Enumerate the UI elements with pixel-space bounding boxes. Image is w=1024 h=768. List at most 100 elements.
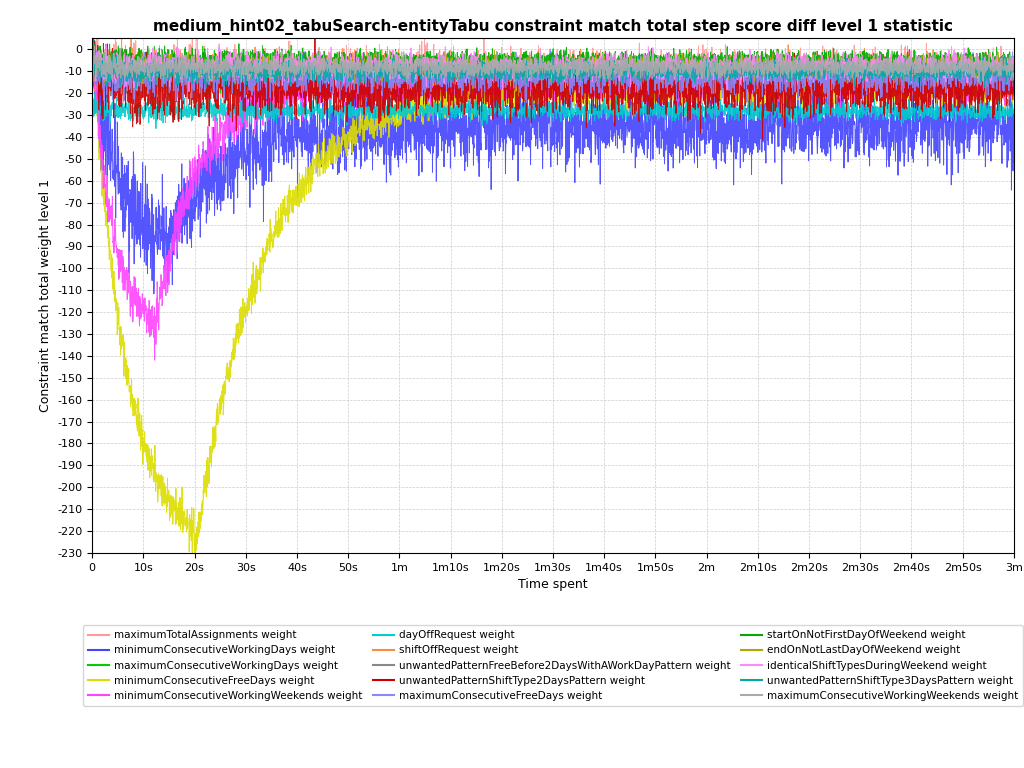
unwantedPatternShiftType3DaysPattern weight: [659, 69, 672, 78]
dayOffRequest weight: [659, 107, 672, 116]
dayOffRequest weight: [1008, 104, 1020, 114]
Line: minimumConsecutiveFreeDays weight: minimumConsecutiveFreeDays weight: [92, 49, 1014, 557]
maximumTotalAssignments weight: [86, 59, 98, 68]
minimumConsecutiveFreeDays weight: [1008, 75, 1020, 84]
unwantedPatternShiftType3DaysPattern weight: [284, 80, 296, 89]
maximumConsecutiveWorkingWeekends weight: [1008, 55, 1020, 65]
Line: identicalShiftTypesDuringWeekend weight: identicalShiftTypesDuringWeekend weight: [92, 45, 1014, 91]
minimumConsecutiveWorkingDays weight: [659, 145, 672, 154]
Line: endOnNotLastDayOfWeekend weight: endOnNotLastDayOfWeekend weight: [92, 43, 1014, 84]
dayOffRequest weight: [344, 101, 356, 111]
minimumConsecutiveWorkingWeekends weight: [86, 49, 98, 58]
minimumConsecutiveFreeDays weight: [284, 196, 296, 205]
Line: unwantedPatternShiftType2DaysPattern weight: unwantedPatternShiftType2DaysPattern wei…: [92, 38, 1014, 140]
unwantedPatternFreeBefore2DaysWithAWorkDayPattern weight: [143, 96, 156, 105]
unwantedPatternShiftType3DaysPattern weight: [1008, 64, 1020, 73]
maximumConsecutiveFreeDays weight: [1008, 71, 1020, 80]
shiftOffRequest weight: [86, 50, 98, 59]
endOnNotLastDayOfWeekend weight: [284, 60, 296, 69]
Line: maximumConsecutiveWorkingDays weight: maximumConsecutiveWorkingDays weight: [92, 41, 1014, 98]
Line: minimumConsecutiveWorkingDays weight: minimumConsecutiveWorkingDays weight: [92, 0, 1014, 294]
endOnNotLastDayOfWeekend weight: [344, 52, 356, 61]
shiftOffRequest weight: [921, 58, 933, 67]
dayOffRequest weight: [921, 111, 933, 120]
maximumConsecutiveFreeDays weight: [284, 78, 296, 87]
maximumTotalAssignments weight: [92, 7, 104, 16]
maximumConsecutiveWorkingDays weight: [284, 63, 296, 72]
maximumConsecutiveFreeDays weight: [100, 39, 113, 48]
minimumConsecutiveWorkingWeekends weight: [1007, 85, 1019, 94]
maximumTotalAssignments weight: [497, 118, 509, 127]
Y-axis label: Constraint match total weight level 1: Constraint match total weight level 1: [39, 179, 51, 412]
startOnNotFirstDayOfWeekend weight: [344, 49, 356, 58]
Line: maximumConsecutiveFreeDays weight: maximumConsecutiveFreeDays weight: [92, 44, 1014, 108]
shiftOffRequest weight: [644, 65, 656, 74]
endOnNotLastDayOfWeekend weight: [86, 54, 98, 63]
minimumConsecutiveWorkingDays weight: [1008, 127, 1020, 137]
maximumConsecutiveWorkingWeekends weight: [176, 78, 188, 87]
maximumConsecutiveFreeDays weight: [659, 83, 672, 92]
maximumConsecutiveWorkingWeekends weight: [344, 65, 356, 74]
minimumConsecutiveFreeDays weight: [188, 552, 201, 561]
minimumConsecutiveWorkingDays weight: [921, 110, 933, 119]
startOnNotFirstDayOfWeekend weight: [164, 71, 176, 81]
Line: dayOffRequest weight: dayOffRequest weight: [92, 91, 1014, 128]
startOnNotFirstDayOfWeekend weight: [659, 54, 672, 63]
shiftOffRequest weight: [116, 28, 128, 37]
identicalShiftTypesDuringWeekend weight: [86, 60, 98, 69]
Line: startOnNotFirstDayOfWeekend weight: startOnNotFirstDayOfWeekend weight: [92, 44, 1014, 76]
maximumTotalAssignments weight: [284, 36, 296, 45]
unwantedPatternFreeBefore2DaysWithAWorkDayPattern weight: [921, 59, 933, 68]
maximumConsecutiveFreeDays weight: [1008, 73, 1020, 82]
identicalShiftTypesDuringWeekend weight: [1008, 75, 1020, 84]
unwantedPatternShiftType2DaysPattern weight: [757, 135, 769, 144]
maximumConsecutiveFreeDays weight: [823, 103, 836, 112]
Line: maximumTotalAssignments weight: maximumTotalAssignments weight: [92, 12, 1014, 122]
identicalShiftTypesDuringWeekend weight: [1008, 51, 1020, 61]
unwantedPatternShiftType3DaysPattern weight: [130, 84, 142, 93]
unwantedPatternShiftType2DaysPattern weight: [659, 84, 672, 94]
maximumConsecutiveWorkingWeekends weight: [659, 67, 672, 76]
dayOffRequest weight: [114, 87, 126, 96]
maximumConsecutiveWorkingDays weight: [1008, 70, 1020, 79]
maximumConsecutiveWorkingDays weight: [86, 51, 98, 61]
startOnNotFirstDayOfWeekend weight: [232, 39, 245, 48]
dayOffRequest weight: [86, 109, 98, 118]
dayOffRequest weight: [284, 111, 296, 121]
Line: unwantedPatternShiftType3DaysPattern weight: unwantedPatternShiftType3DaysPattern wei…: [92, 52, 1014, 88]
dayOffRequest weight: [1008, 109, 1020, 118]
endOnNotLastDayOfWeekend weight: [659, 68, 672, 78]
unwantedPatternFreeBefore2DaysWithAWorkDayPattern weight: [344, 67, 356, 76]
unwantedPatternShiftType2DaysPattern weight: [643, 96, 655, 105]
startOnNotFirstDayOfWeekend weight: [1008, 55, 1020, 64]
minimumConsecutiveFreeDays weight: [644, 78, 656, 88]
startOnNotFirstDayOfWeekend weight: [921, 62, 933, 71]
endOnNotLastDayOfWeekend weight: [86, 38, 98, 48]
shiftOffRequest weight: [108, 92, 120, 101]
endOnNotLastDayOfWeekend weight: [1008, 65, 1020, 74]
maximumConsecutiveFreeDays weight: [643, 70, 655, 79]
minimumConsecutiveWorkingDays weight: [284, 147, 296, 157]
minimumConsecutiveFreeDays weight: [659, 88, 672, 97]
unwantedPatternShiftType3DaysPattern weight: [644, 64, 656, 73]
maximumTotalAssignments weight: [1008, 68, 1020, 78]
shiftOffRequest weight: [659, 63, 672, 72]
minimumConsecutiveWorkingWeekends weight: [344, 61, 356, 71]
startOnNotFirstDayOfWeekend weight: [1008, 56, 1020, 65]
unwantedPatternShiftType2DaysPattern weight: [1008, 70, 1020, 79]
unwantedPatternShiftType3DaysPattern weight: [86, 50, 98, 59]
maximumConsecutiveWorkingWeekends weight: [1008, 60, 1020, 69]
unwantedPatternShiftType3DaysPattern weight: [88, 48, 100, 57]
startOnNotFirstDayOfWeekend weight: [86, 44, 98, 53]
unwantedPatternFreeBefore2DaysWithAWorkDayPattern weight: [659, 68, 672, 77]
Line: shiftOffRequest weight: shiftOffRequest weight: [92, 32, 1014, 97]
minimumConsecutiveFreeDays weight: [1008, 86, 1020, 95]
Line: maximumConsecutiveWorkingWeekends weight: maximumConsecutiveWorkingWeekends weight: [92, 46, 1014, 82]
minimumConsecutiveFreeDays weight: [921, 81, 933, 90]
unwantedPatternShiftType2DaysPattern weight: [921, 102, 933, 111]
minimumConsecutiveWorkingWeekends weight: [921, 65, 933, 74]
maximumConsecutiveWorkingDays weight: [722, 94, 734, 103]
dayOffRequest weight: [150, 124, 162, 133]
minimumConsecutiveFreeDays weight: [86, 58, 98, 67]
minimumConsecutiveWorkingWeekends weight: [643, 86, 655, 95]
